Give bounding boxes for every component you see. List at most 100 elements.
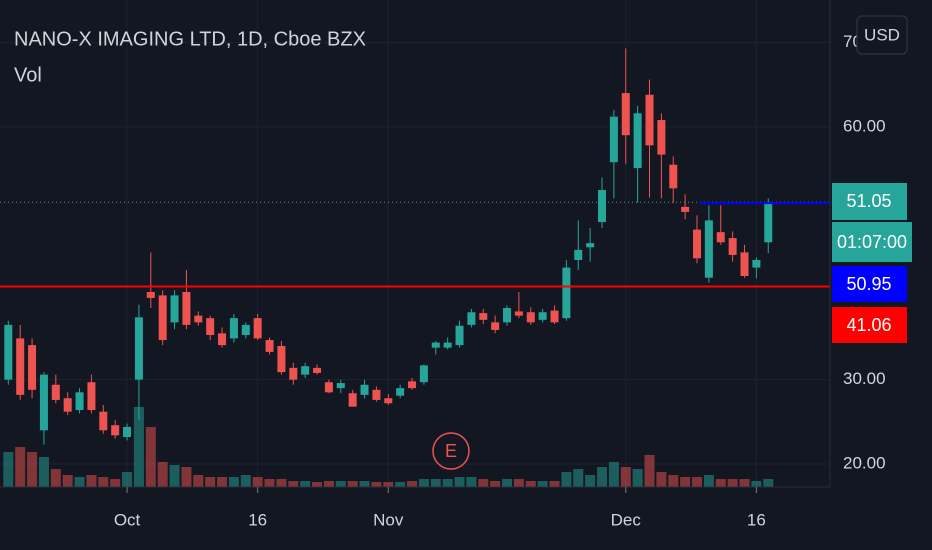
candle-body bbox=[431, 342, 440, 348]
candle-body bbox=[63, 398, 72, 412]
volume-bar bbox=[751, 481, 762, 487]
candle-body bbox=[574, 249, 583, 260]
x-tick-label: 16 bbox=[248, 510, 267, 529]
candle-body bbox=[360, 384, 369, 395]
candle-body bbox=[123, 426, 132, 438]
volume-bar bbox=[466, 477, 477, 487]
candle-body bbox=[51, 384, 60, 400]
candle-body bbox=[99, 411, 108, 431]
candle-body bbox=[408, 381, 417, 389]
candle-body bbox=[598, 190, 607, 223]
volume-bar bbox=[644, 455, 655, 487]
candle-body bbox=[28, 345, 37, 390]
volume-bar bbox=[585, 475, 596, 487]
candle-body bbox=[669, 164, 678, 189]
last-price-label: 51.05 bbox=[846, 191, 891, 211]
volume-bar bbox=[145, 427, 156, 487]
volume-bar bbox=[668, 475, 679, 487]
volume-bar bbox=[490, 481, 501, 487]
candle-body bbox=[455, 325, 464, 346]
x-tick-label: Nov bbox=[373, 510, 404, 529]
volume-bar bbox=[312, 482, 323, 487]
volume-bar bbox=[38, 457, 49, 487]
volume-bar bbox=[561, 472, 572, 487]
candle-body bbox=[87, 382, 96, 411]
volume-bar bbox=[656, 472, 667, 487]
volume-bar bbox=[418, 479, 429, 487]
line-label: 41.06 bbox=[846, 315, 891, 335]
volume-bar bbox=[3, 452, 14, 487]
volume-bar bbox=[573, 469, 584, 487]
candle-body bbox=[134, 317, 143, 380]
candle-body bbox=[348, 393, 357, 407]
x-tick-label: Oct bbox=[114, 510, 141, 529]
volume-bar bbox=[169, 465, 180, 487]
candle-body bbox=[372, 389, 381, 400]
currency-label: USD bbox=[864, 25, 900, 44]
candle-body bbox=[467, 312, 476, 325]
volume-bar bbox=[371, 482, 382, 487]
volume-bar bbox=[620, 467, 631, 487]
candle-body bbox=[657, 120, 666, 155]
volume-bar bbox=[323, 481, 334, 487]
candle-body bbox=[16, 338, 25, 395]
candle-body bbox=[146, 292, 155, 298]
volume-bar bbox=[703, 475, 714, 487]
last-price-tag bbox=[832, 183, 907, 220]
candle-body bbox=[253, 318, 262, 339]
currency-button[interactable] bbox=[856, 15, 908, 55]
volume-bar bbox=[513, 479, 524, 487]
volume-bar bbox=[86, 475, 97, 487]
volume-bar bbox=[300, 481, 311, 487]
y-tick-label: 30.00 bbox=[843, 369, 886, 388]
candle-body bbox=[39, 374, 48, 431]
candle-body bbox=[229, 318, 238, 339]
earnings-marker[interactable] bbox=[432, 432, 470, 470]
candle-body bbox=[633, 113, 642, 169]
chart-title: NANO-X IMAGING LTD, 1D, Cboe BZX bbox=[14, 28, 366, 50]
candle-body bbox=[182, 292, 191, 325]
volume-bar bbox=[110, 479, 121, 487]
volume-bar bbox=[632, 469, 643, 487]
x-tick-label: Dec bbox=[611, 510, 642, 529]
volume-bar bbox=[692, 477, 703, 487]
countdown-label: 01:07:00 bbox=[837, 232, 907, 252]
candle-body bbox=[419, 365, 428, 383]
volume-bar bbox=[347, 481, 358, 487]
volume-bar bbox=[27, 452, 38, 487]
volume-bar bbox=[407, 481, 418, 487]
volume-bar bbox=[359, 481, 370, 487]
y-tick-label: 20.00 bbox=[843, 453, 886, 472]
volume-bar bbox=[122, 472, 133, 487]
volume-bar bbox=[537, 481, 548, 487]
candle-body bbox=[621, 93, 630, 136]
volume-bar bbox=[217, 477, 228, 487]
candle-body bbox=[586, 243, 595, 248]
candle-body bbox=[336, 383, 345, 389]
candle-body bbox=[491, 322, 500, 330]
volume-bar bbox=[228, 477, 239, 487]
line-tag bbox=[832, 266, 907, 302]
candle-body bbox=[206, 318, 215, 336]
volume-bar bbox=[181, 467, 192, 487]
candle-body bbox=[752, 259, 761, 268]
line-label: 50.95 bbox=[846, 274, 891, 294]
volume-bar bbox=[264, 479, 275, 487]
candle-body bbox=[111, 425, 120, 436]
candle-body bbox=[550, 310, 559, 323]
volume-bar bbox=[133, 407, 144, 487]
candle-body bbox=[645, 94, 654, 146]
volume-bar bbox=[502, 479, 513, 487]
candle-body bbox=[479, 313, 488, 320]
volume-bar bbox=[442, 479, 453, 487]
candle-body bbox=[158, 295, 167, 341]
candle-body bbox=[693, 229, 702, 259]
volume-bar bbox=[15, 447, 26, 487]
candle-body bbox=[740, 252, 749, 276]
x-tick-label: 16 bbox=[747, 510, 766, 529]
candle-body bbox=[170, 295, 179, 323]
candle-body bbox=[764, 202, 773, 243]
candle-body bbox=[265, 340, 274, 352]
candle-body bbox=[526, 312, 535, 323]
